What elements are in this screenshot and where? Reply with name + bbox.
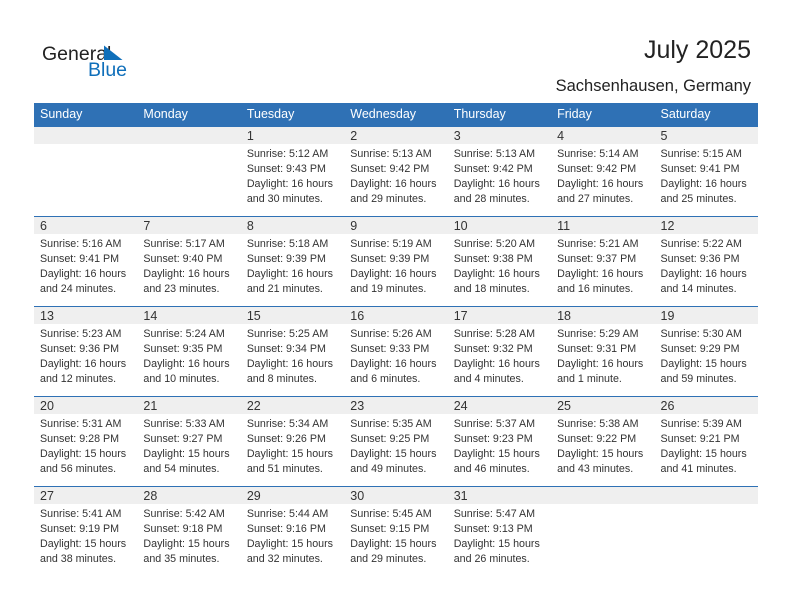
svg-text:Blue: Blue [88, 59, 127, 81]
